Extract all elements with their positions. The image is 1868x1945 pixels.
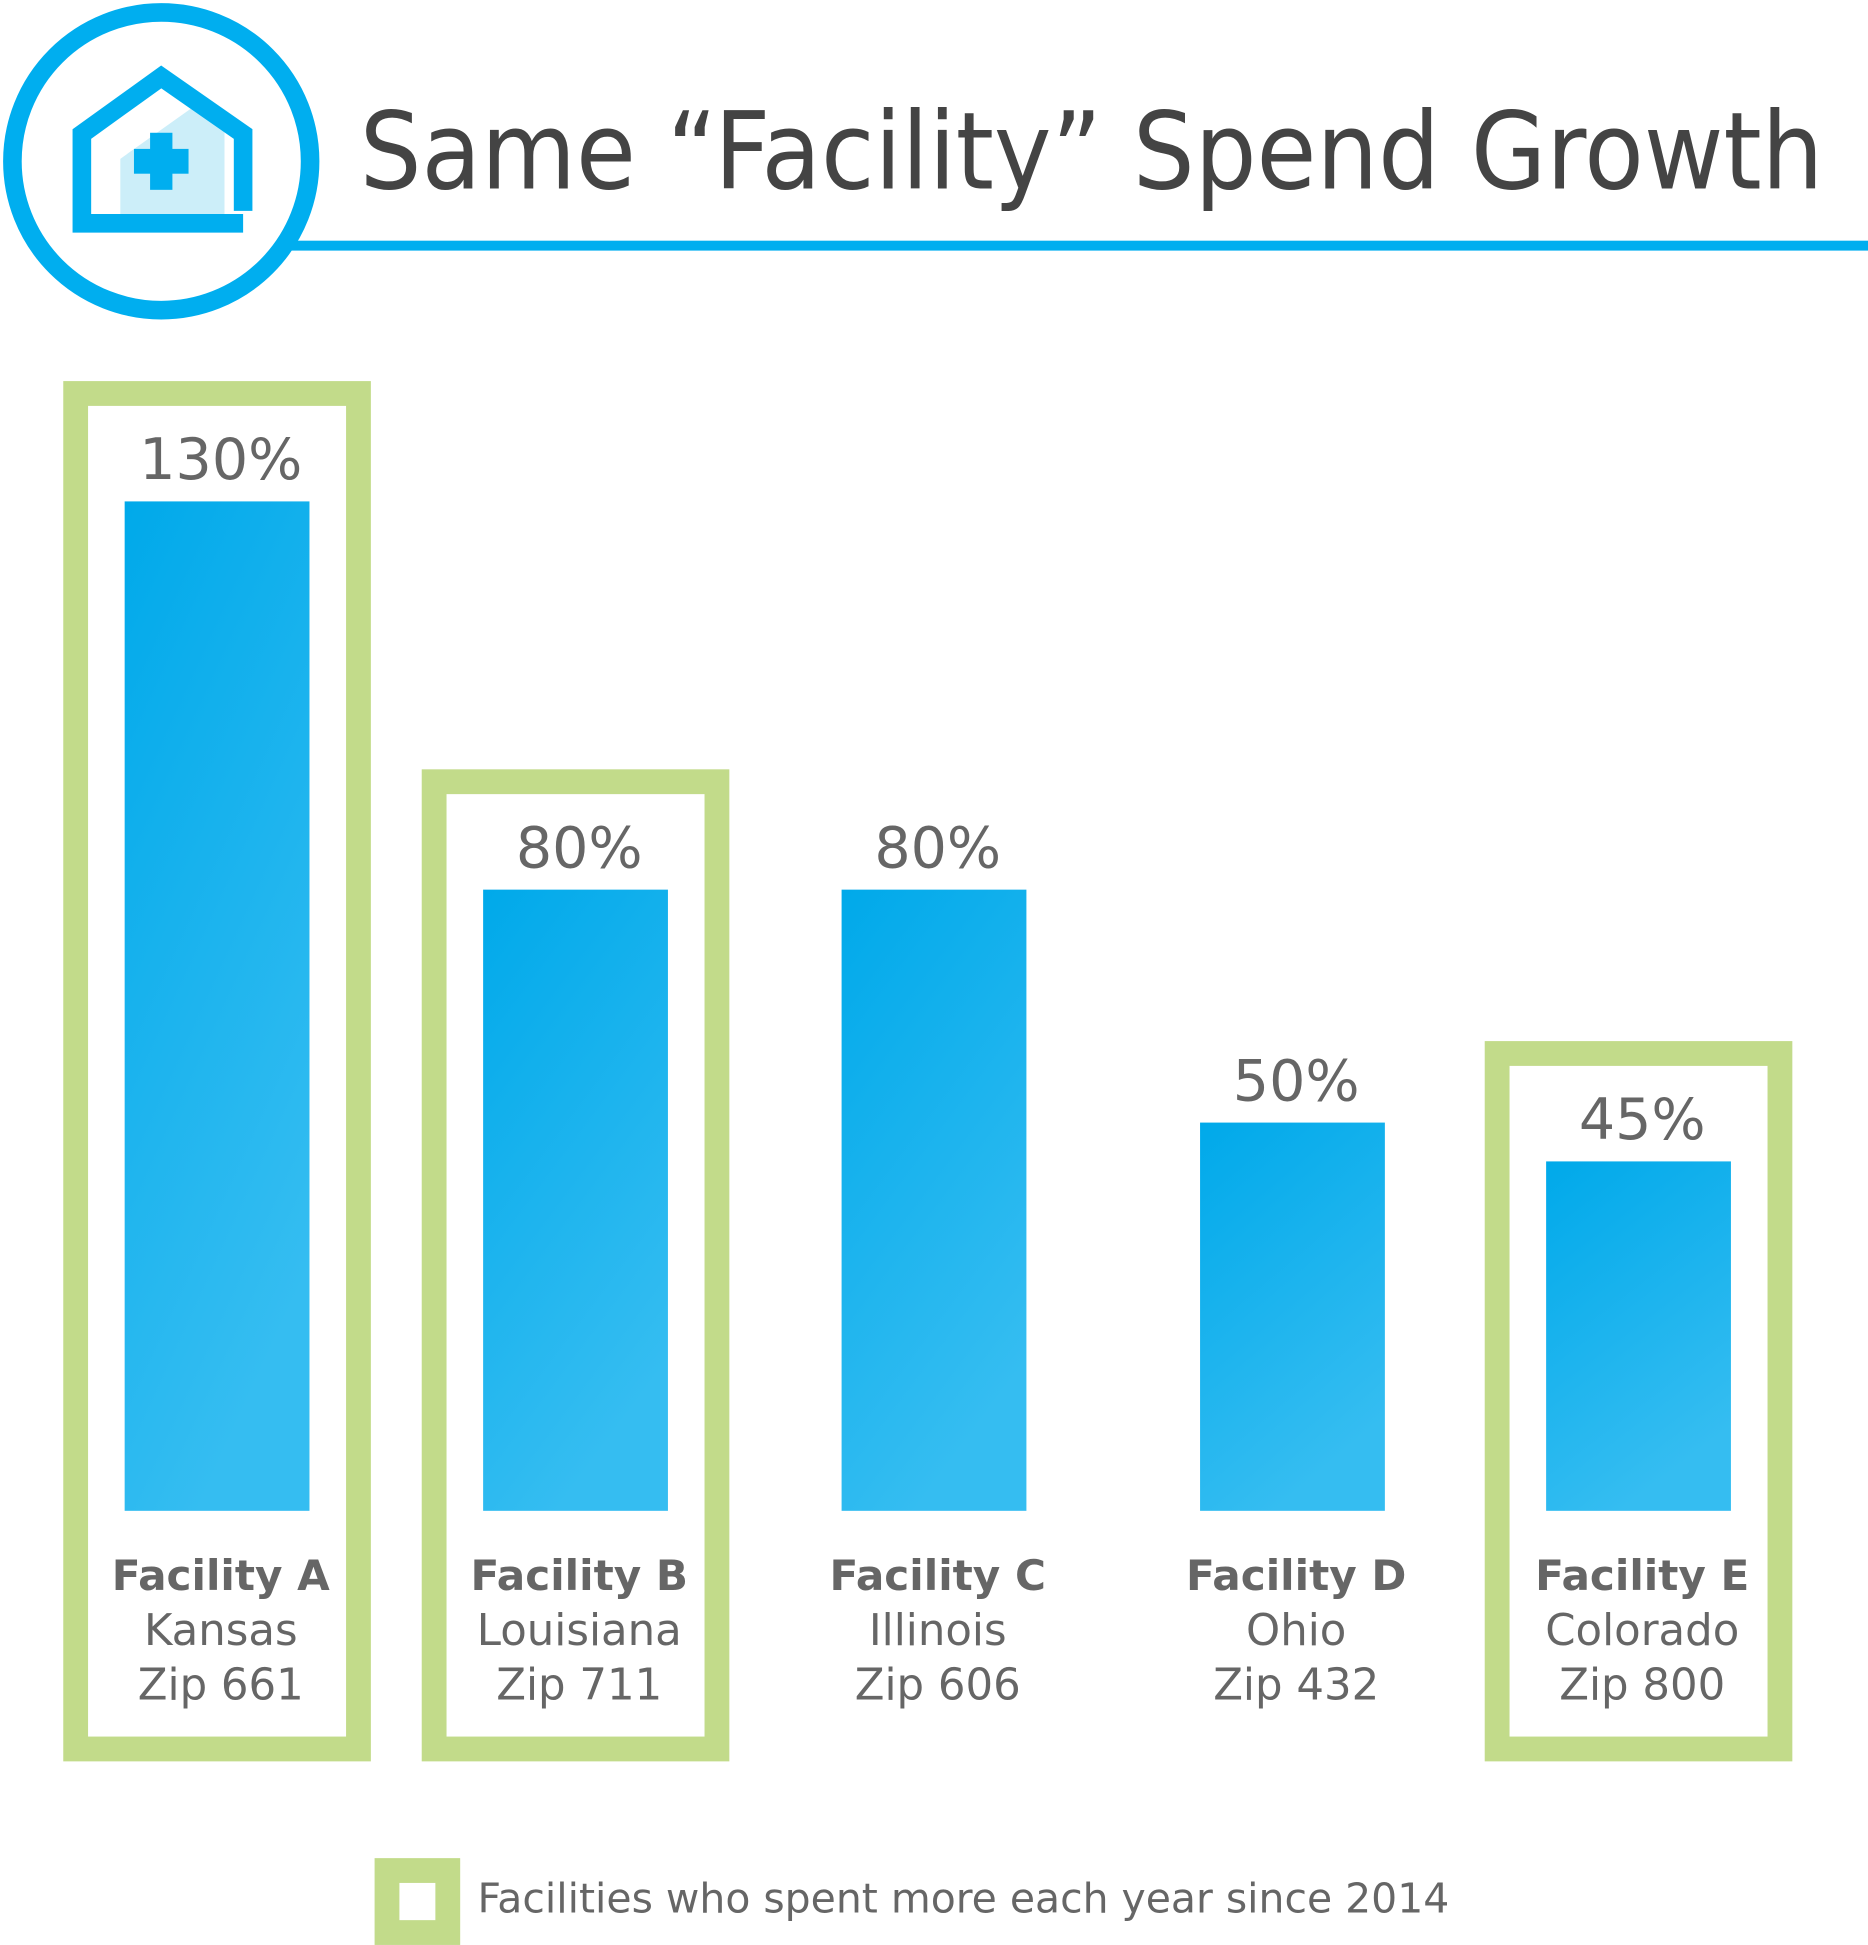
zip-label: Zip 711 <box>496 1660 662 1710</box>
highlight-frame <box>63 381 371 1762</box>
state-label: Kansas <box>144 1606 298 1656</box>
zip-label: Zip 606 <box>855 1660 1021 1710</box>
category-label: Facility E <box>1535 1551 1749 1600</box>
zip-label: Zip 432 <box>1213 1660 1379 1710</box>
value-label: 80% <box>874 815 1001 881</box>
zip-label: Zip 800 <box>1559 1660 1725 1710</box>
state-label: Illinois <box>869 1606 1007 1656</box>
highlight-frame <box>421 769 730 1762</box>
page-title: Same “Facility” Spend Growth <box>360 91 1824 215</box>
category-label: Facility B <box>470 1551 688 1600</box>
value-label: 45% <box>1579 1087 1706 1153</box>
bar-d <box>1200 1122 1385 1511</box>
value-label: 50% <box>1233 1048 1360 1114</box>
state-label: Colorado <box>1545 1606 1739 1656</box>
bar-c <box>841 889 1027 1511</box>
header-rule <box>285 240 1868 251</box>
legend-marker <box>374 1858 461 1945</box>
category-label: Facility C <box>830 1551 1046 1600</box>
bar-b <box>483 889 668 1511</box>
legend: Facilities who spent more each year sinc… <box>374 1858 1450 1945</box>
legend-label: Facilities who spent more each year sinc… <box>478 1875 1450 1923</box>
state-label: Louisiana <box>477 1606 682 1656</box>
hospital-house-icon <box>72 65 253 233</box>
value-label: 130% <box>139 427 302 493</box>
state-label: Ohio <box>1246 1606 1346 1656</box>
bar-a <box>124 501 310 1511</box>
zip-label: Zip 661 <box>138 1660 304 1710</box>
value-label: 80% <box>516 815 643 881</box>
header: Same “Facility” Spend Growth <box>3 3 1868 320</box>
category-label: Facility D <box>1186 1551 1406 1600</box>
highlight-frame <box>1484 1041 1793 1762</box>
bar-e <box>1546 1161 1731 1511</box>
category-label: Facility A <box>112 1551 330 1600</box>
